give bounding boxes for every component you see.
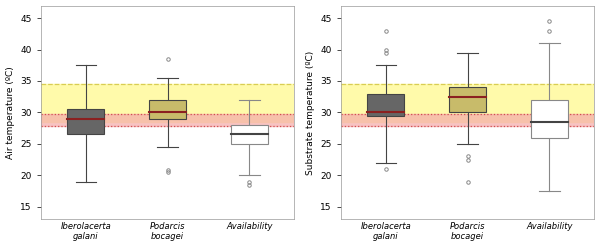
Bar — [367, 94, 404, 116]
Y-axis label: Substrate temperature (ºC): Substrate temperature (ºC) — [305, 50, 314, 175]
Bar — [531, 100, 568, 138]
Bar — [341, 114, 595, 126]
Bar — [449, 87, 486, 112]
Bar — [41, 114, 295, 126]
Bar — [41, 84, 295, 122]
Bar — [341, 84, 595, 122]
Bar — [67, 109, 104, 134]
Bar — [231, 125, 268, 144]
Y-axis label: Air temperature (ºC): Air temperature (ºC) — [5, 66, 14, 159]
Bar — [149, 100, 186, 119]
